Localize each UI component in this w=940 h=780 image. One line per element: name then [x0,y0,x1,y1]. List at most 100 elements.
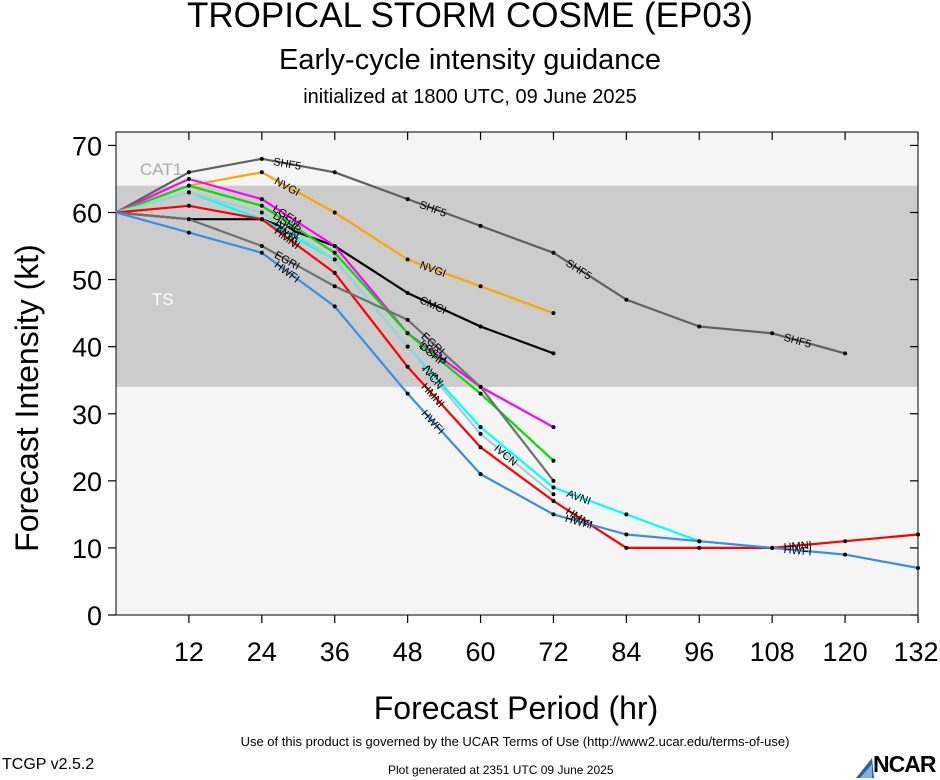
data-point [332,250,337,255]
version-label: TCGP v2.5.2 [2,756,95,773]
band-label: TS [152,290,174,309]
data-point [332,284,337,289]
data-point [551,311,556,316]
data-point [624,545,629,550]
data-point [186,183,191,188]
data-point [405,344,410,349]
ncar-logo-icon [856,758,874,778]
data-point [259,203,264,208]
x-tick-label: 96 [684,637,714,667]
y-tick-label: 70 [72,131,102,161]
band-label: CAT1 [140,160,182,179]
data-point [478,445,483,450]
data-point [186,203,191,208]
x-tick-label: 12 [174,637,204,667]
data-point [843,552,848,557]
data-point [332,244,337,249]
data-point [551,425,556,430]
data-point [405,364,410,369]
data-point [843,539,848,544]
data-point [332,304,337,309]
intensity-band [116,132,918,186]
series-label: HWFI [783,544,812,559]
data-point [405,317,410,322]
series-label: SHF5 [272,156,302,173]
data-point [259,197,264,202]
x-tick-label: 36 [320,637,350,667]
data-point [259,217,264,222]
data-point [186,230,191,235]
data-point [478,472,483,477]
data-point [186,217,191,222]
data-point [405,331,410,336]
data-point [624,297,629,302]
data-point [916,566,920,571]
data-point [697,539,702,544]
x-tick-label: 72 [538,637,568,667]
intensity-band [116,185,918,387]
x-axis-label: Forecast Period (hr) [374,690,659,726]
data-point [478,384,483,389]
x-tick-label: 48 [393,637,423,667]
data-point [259,170,264,175]
data-point [697,545,702,550]
data-point [551,458,556,463]
data-point [551,498,556,503]
intensity-band [116,386,918,615]
y-tick-label: 40 [72,333,102,363]
data-point [332,210,337,215]
terms-of-use-note: Use of this product is governed by the U… [240,734,790,749]
x-tick-label: 60 [466,637,496,667]
x-tick-label: 84 [611,637,641,667]
data-point [551,492,556,497]
data-point [770,545,775,550]
data-point [259,250,264,255]
data-point [843,351,848,356]
data-point [624,532,629,537]
plot-frame [115,131,919,616]
data-point [332,257,337,262]
data-point [332,170,337,175]
chart-subtitle: Early-cycle intensity guidance [278,44,661,76]
data-point [478,284,483,289]
data-point [186,170,191,175]
data-point [551,512,556,517]
data-point [259,156,264,161]
y-tick-label: 60 [72,199,102,229]
y-tick-label: 10 [72,534,102,564]
data-point [405,257,410,262]
data-point [916,532,920,537]
initialized-time: initialized at 1800 UTC, 09 June 2025 [303,86,637,108]
y-tick-label: 0 [87,601,102,631]
data-point [478,425,483,430]
data-point [551,351,556,356]
chart-title: TROPICAL STORM COSME (EP03) [187,0,753,35]
data-point [186,190,191,195]
series-line-hmni [115,204,919,550]
data-point [478,431,483,436]
data-point [405,391,410,396]
data-point [332,270,337,275]
data-point [478,223,483,228]
data-point [478,391,483,396]
data-point [697,324,702,329]
y-tick-label: 20 [72,467,102,497]
data-point [551,478,556,483]
data-point [551,485,556,490]
series-line-hwfi [115,211,919,570]
data-point [259,210,264,215]
ncar-logo-text: NCAR [873,751,936,777]
data-point [624,512,629,517]
data-point [478,324,483,329]
x-tick-label: 120 [823,637,868,667]
plot-area: CAT1 TS 0 10 20 30 40 50 60 70 12 24 36 48 60 72 84 96 108… [72,131,939,667]
x-tick-label: 24 [247,637,277,667]
y-tick-label: 30 [72,400,102,430]
y-tick-label: 50 [72,266,102,296]
x-tick-label: 108 [750,637,795,667]
data-point [405,197,410,202]
generated-time: Plot generated at 2351 UTC 09 June 2025 [388,763,614,777]
x-tick-label: 132 [893,637,938,667]
series-line-avni [115,191,773,549]
data-point [551,250,556,255]
